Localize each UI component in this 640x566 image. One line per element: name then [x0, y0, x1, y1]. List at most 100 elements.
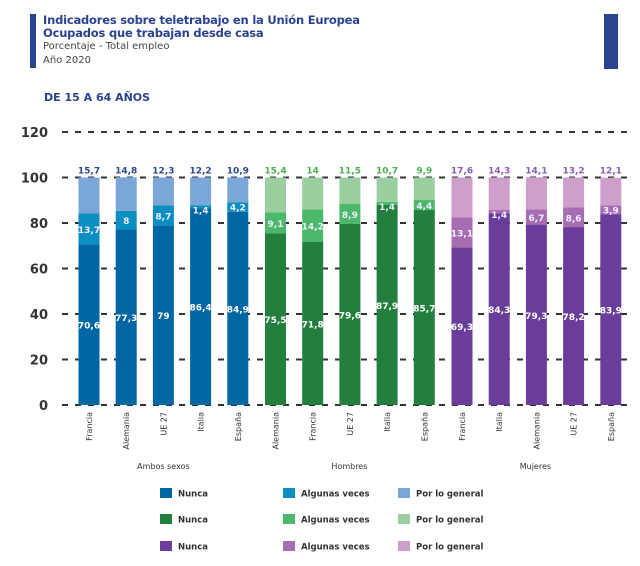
bar-segment-nunca	[190, 208, 212, 405]
legend-label: Nunca	[178, 543, 208, 553]
bar-segment-algunas-veces	[413, 200, 435, 211]
bar-segment-nunca	[600, 214, 622, 405]
data-label-top: 13,2	[562, 167, 584, 177]
x-tick-label: España	[607, 412, 616, 441]
section-title: DE 15 A 64 AÑOS	[44, 91, 151, 104]
group-label: Ambos sexos	[137, 462, 189, 471]
legend-label: Por lo general	[416, 490, 484, 500]
data-label: 8,7	[155, 212, 171, 222]
data-label: 84,9	[227, 305, 249, 315]
legend-label: Nunca	[178, 516, 208, 526]
x-tick-label: Alemania	[532, 412, 541, 450]
legend-label: Algunas veces	[301, 490, 370, 500]
x-tick-label: Alemania	[272, 412, 281, 450]
data-label: 75,5	[264, 316, 286, 326]
bar-segment-nunca	[302, 241, 324, 405]
data-label: 9,1	[268, 220, 284, 230]
bar-segment-nunca	[339, 223, 361, 405]
y-tick-label: 40	[30, 308, 48, 323]
bar-segment-algunas-veces	[78, 213, 100, 245]
legend-label: Por lo general	[416, 516, 484, 526]
legend-swatch	[283, 488, 295, 498]
bar-segment-algunas-veces	[190, 205, 212, 209]
bar-segment-algunas-veces	[152, 205, 174, 226]
bar-segment-por-lo-general	[339, 177, 361, 204]
data-label: 8	[123, 217, 129, 227]
bar-segment-por-lo-general	[78, 177, 100, 214]
data-label: 3,9	[603, 206, 619, 216]
y-tick-label: 0	[39, 399, 48, 414]
data-label: 4,4	[416, 202, 432, 212]
x-tick-label: España	[234, 412, 243, 441]
legend-label: Algunas veces	[301, 516, 370, 526]
bar-segment-algunas-veces	[600, 205, 622, 215]
data-label: 14,2	[302, 223, 324, 233]
bar-segment-por-lo-general	[265, 177, 286, 213]
bar-segment-nunca	[413, 210, 435, 405]
bar-segment-nunca	[115, 229, 137, 405]
bar-segment-por-lo-general	[525, 177, 547, 210]
data-label-top: 14,1	[525, 167, 547, 177]
bar-segment-por-lo-general	[413, 177, 435, 201]
bar-segment-algunas-veces	[339, 203, 361, 224]
bar-segment-por-lo-general	[227, 177, 249, 203]
chart-subtitle: Porcentaje - Total empleo	[43, 41, 170, 52]
bar-segment-por-lo-general	[488, 177, 510, 211]
bar-segment-nunca	[152, 225, 174, 405]
data-label-top: 9,9	[416, 167, 432, 177]
legend-swatch	[398, 488, 410, 498]
y-tick-label: 100	[21, 172, 48, 187]
y-tick-label: 120	[21, 126, 48, 141]
bar-segment-por-lo-general	[451, 177, 473, 218]
x-tick-label: España	[420, 412, 429, 441]
x-tick-label: Francia	[309, 412, 318, 441]
x-tick-label: Italia	[197, 412, 206, 432]
x-tick-label: Italia	[383, 412, 392, 432]
chart-header: Indicadores sobre teletrabajo en la Unió…	[30, 14, 360, 68]
chart-title: Indicadores sobre teletrabajo en la Unió…	[43, 13, 360, 27]
data-label-top: 14,3	[488, 167, 510, 177]
bar-segment-algunas-veces	[227, 202, 249, 212]
bar-segment-nunca	[451, 247, 473, 405]
bar-segment-por-lo-general	[563, 177, 585, 208]
data-label: 79,6	[339, 311, 361, 321]
legend-swatch	[160, 514, 172, 524]
data-label-top: 12,2	[189, 167, 211, 177]
bar-segment-algunas-veces	[376, 201, 398, 206]
data-label: 8,6	[566, 214, 582, 224]
data-label: 87,9	[376, 302, 398, 312]
legend-swatch	[283, 514, 295, 524]
legend-label: Por lo general	[416, 543, 484, 553]
x-tick-label: UE 27	[159, 412, 168, 436]
x-tick-label: UE 27	[346, 412, 355, 436]
x-tick-label: UE 27	[570, 412, 579, 436]
legend-label: Algunas veces	[301, 543, 370, 553]
data-label-top: 15,7	[78, 167, 100, 177]
bar-segment-nunca	[376, 205, 398, 405]
bar-segment-algunas-veces	[302, 209, 324, 242]
data-label: 79	[157, 312, 170, 322]
data-label-top: 17,6	[451, 167, 473, 177]
bar-segment-por-lo-general	[152, 177, 174, 206]
decorative-bar	[604, 14, 618, 69]
data-label: 1,4	[379, 203, 395, 213]
data-label: 78,2	[562, 313, 584, 323]
data-label: 1,4	[491, 211, 507, 221]
data-label-top: 10,7	[376, 167, 398, 177]
data-label: 83,9	[600, 307, 622, 317]
data-label: 84,3	[488, 306, 510, 316]
data-label-top: 15,4	[264, 167, 286, 177]
data-label: 85,7	[413, 305, 435, 315]
data-label: 1,4	[193, 206, 209, 216]
legend-label: Nunca	[178, 490, 208, 500]
bar-segment-por-lo-general	[302, 177, 324, 210]
chart-year: Año 2020	[43, 55, 91, 66]
x-tick-label: Francia	[85, 412, 94, 441]
bar-segment-algunas-veces	[451, 217, 473, 248]
bar-segment-nunca	[78, 244, 100, 405]
y-tick-label: 80	[30, 217, 48, 232]
x-tick-label: Alemania	[122, 412, 131, 450]
bar-segment-por-lo-general	[190, 177, 212, 206]
y-tick-label: 20	[30, 354, 48, 369]
